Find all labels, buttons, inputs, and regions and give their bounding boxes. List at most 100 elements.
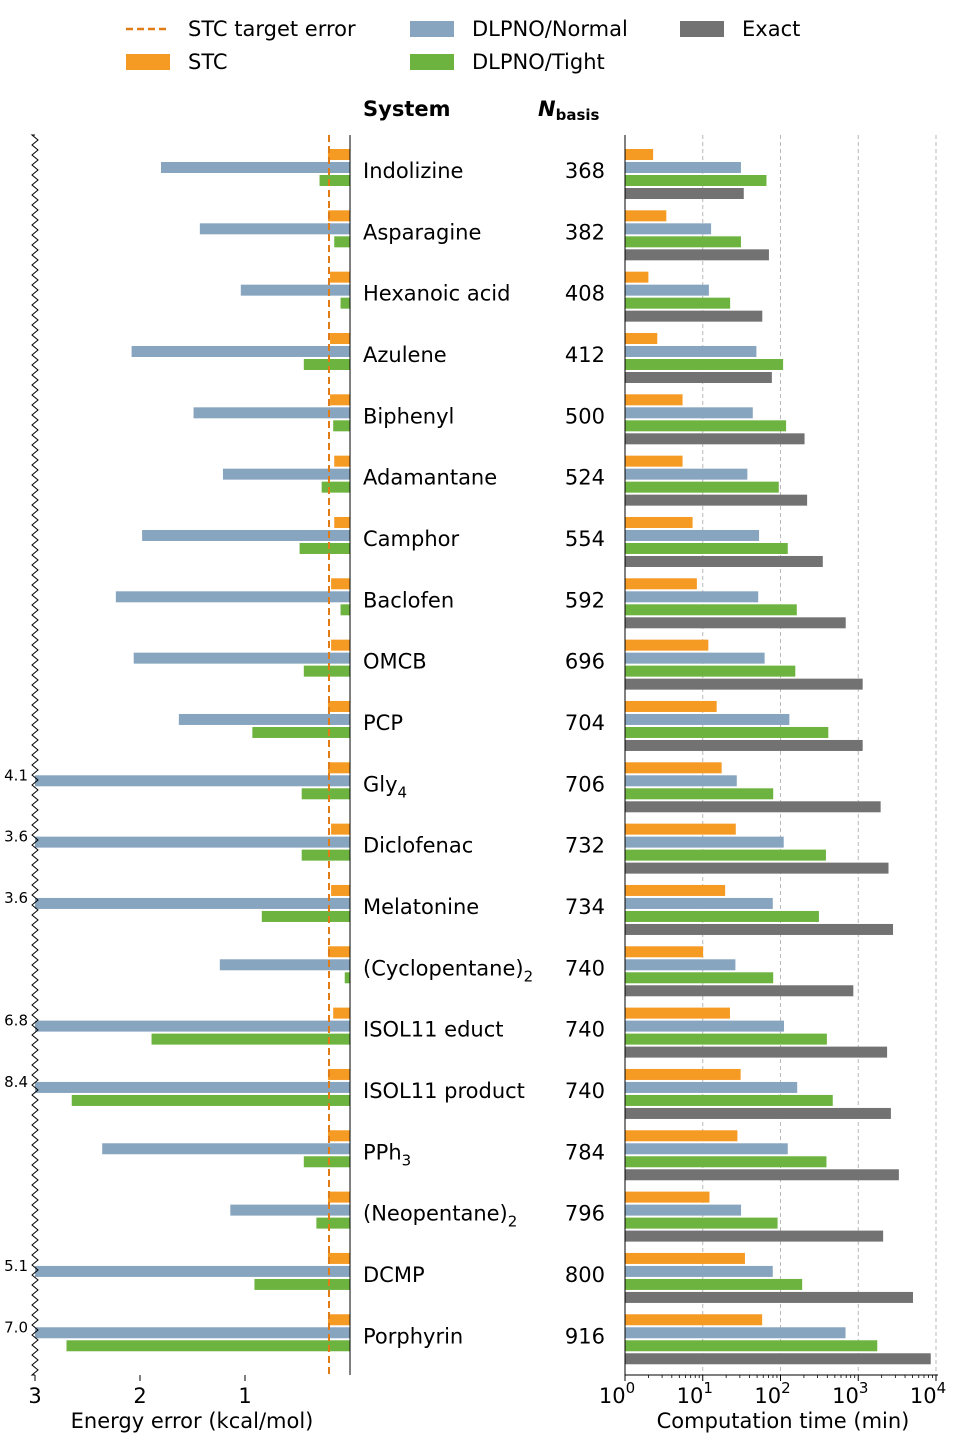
time-bar-exact	[625, 923, 894, 935]
time-bar-dlpno-normal	[625, 284, 709, 296]
time-bar-stc	[625, 946, 704, 958]
system-label-subscript: 2	[508, 1213, 518, 1231]
time-bar-dlpno-tight	[625, 910, 819, 922]
time-bar-stc	[625, 394, 683, 406]
energy-tick-label: 2	[133, 1384, 146, 1408]
energy-bar-stc	[327, 1068, 350, 1080]
system-label-subscript: 4	[398, 783, 408, 801]
energy-bar-stc	[331, 823, 350, 835]
energy-bar-stc	[327, 1191, 350, 1203]
nbasis-value: 592	[565, 588, 605, 612]
nbasis-header-sub: basis	[556, 106, 600, 124]
energy-bar-dlpno-tight	[334, 236, 350, 248]
energy-bar-dlpno-normal	[133, 652, 350, 664]
time-bar-dlpno-tight	[625, 849, 826, 861]
legend-swatch-dlpno-tight	[410, 54, 454, 70]
legend-label-exact: Exact	[742, 17, 800, 41]
time-bar-stc	[625, 1068, 741, 1080]
time-bar-stc	[625, 1191, 710, 1203]
time-bar-exact	[625, 310, 763, 322]
time-bar-exact	[625, 1353, 931, 1365]
time-bar-stc	[625, 762, 722, 774]
time-bar-exact	[625, 862, 889, 874]
energy-bar-dlpno-normal	[35, 1265, 350, 1277]
break-value-label: 3.6	[4, 889, 28, 907]
time-bar-dlpno-normal	[625, 713, 790, 725]
energy-bar-dlpno-normal	[131, 345, 350, 357]
energy-bar-dlpno-normal	[193, 407, 350, 419]
nbasis-header: Nbasis	[538, 97, 600, 124]
system-label: (Neopentane)2	[363, 1202, 517, 1231]
energy-bar-stc	[327, 1252, 350, 1264]
legend-item-exact: Exact	[680, 17, 800, 41]
energy-bar-dlpno-normal	[35, 775, 350, 787]
time-bar-dlpno-tight	[625, 604, 797, 616]
time-bar-dlpno-normal	[625, 1081, 798, 1093]
energy-bar-dlpno-tight	[333, 420, 350, 432]
legend-label-dlpno-normal: DLPNO/Normal	[472, 17, 628, 41]
time-bar-stc	[625, 516, 693, 528]
time-bar-dlpno-tight	[625, 297, 731, 309]
legend-item-stc-target-error: STC target error	[126, 17, 356, 41]
nbasis-value: 740	[565, 956, 605, 980]
system-label: Melatonine	[363, 895, 479, 919]
time-bar-dlpno-normal	[625, 529, 760, 541]
time-bar-stc	[625, 639, 709, 651]
energy-tick-label: 1	[238, 1384, 251, 1408]
energy-bar-stc	[327, 762, 350, 774]
time-bar-dlpno-tight	[625, 420, 787, 432]
time-bar-dlpno-normal	[625, 1020, 785, 1032]
time-bar-stc	[625, 1130, 738, 1142]
series-time-dlpno-tight	[625, 175, 878, 1352]
system-label: Camphor	[363, 527, 459, 551]
energy-bar-dlpno-tight	[254, 1278, 350, 1290]
time-axis-title: Computation time (min)	[657, 1409, 910, 1433]
energy-bar-stc	[331, 884, 350, 896]
energy-bar-dlpno-normal	[35, 836, 350, 848]
series-dlpno-tight	[66, 175, 350, 1352]
energy-bar-stc	[327, 149, 350, 160]
break-value-label: 7.0	[4, 1318, 28, 1336]
series-stc	[327, 149, 350, 1326]
break-value-label: 5.1	[4, 1257, 28, 1275]
time-bar-dlpno-normal	[625, 1204, 742, 1216]
energy-bar-dlpno-normal	[142, 529, 350, 541]
time-bar-dlpno-normal	[625, 897, 773, 909]
time-bar-stc	[625, 1314, 763, 1326]
time-bar-exact	[625, 801, 881, 813]
legend-item-dlpno-tight: DLPNO/Tight	[410, 50, 605, 74]
time-bar-stc	[625, 1007, 730, 1019]
time-bar-dlpno-tight	[625, 481, 779, 493]
system-label: Porphyrin	[363, 1324, 463, 1348]
legend-label-stc-target-error: STC target error	[188, 17, 356, 41]
break-value-label: 6.8	[4, 1012, 28, 1030]
system-label: Biphenyl	[363, 404, 454, 428]
break-value-label: 8.4	[4, 1073, 28, 1091]
system-label: ISOL11 educt	[363, 1018, 504, 1042]
energy-bar-stc	[330, 394, 350, 406]
time-bar-dlpno-normal	[625, 162, 741, 173]
nbasis-value: 916	[565, 1324, 605, 1348]
time-bar-stc	[625, 823, 736, 835]
time-bar-dlpno-tight	[625, 1033, 827, 1045]
time-bar-stc	[625, 332, 658, 344]
time-bar-dlpno-normal	[625, 345, 757, 357]
time-bar-stc	[625, 578, 697, 590]
time-bar-dlpno-tight	[625, 788, 774, 800]
system-label: Hexanoic acid	[363, 282, 510, 306]
nbasis-value: 740	[565, 1018, 605, 1042]
time-bar-dlpno-normal	[625, 775, 737, 787]
nbasis-value: 500	[565, 404, 605, 428]
time-bar-dlpno-normal	[625, 468, 748, 480]
time-bar-dlpno-normal	[625, 1327, 846, 1339]
time-bar-dlpno-tight	[625, 1156, 827, 1168]
series-time-exact	[625, 188, 931, 1365]
nbasis-value: 740	[565, 1079, 605, 1103]
column-headers: System Nbasis	[363, 97, 600, 124]
system-label: ISOL11 product	[363, 1079, 525, 1103]
energy-bar-dlpno-tight	[252, 726, 350, 738]
time-bar-dlpno-normal	[625, 1265, 773, 1277]
time-bar-dlpno-tight	[625, 542, 788, 554]
time-bar-exact	[625, 1169, 899, 1181]
